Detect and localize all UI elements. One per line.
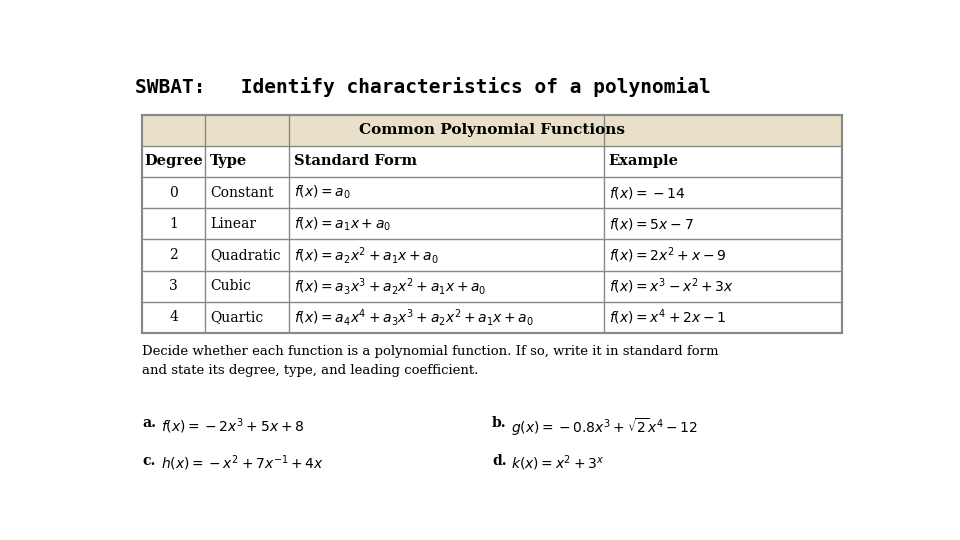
Text: $f(x) = a_0$: $f(x) = a_0$ bbox=[294, 184, 351, 201]
Text: 0: 0 bbox=[169, 186, 179, 200]
Text: $h(x) = -x^2 + 7x^{-1} + 4x$: $h(x) = -x^2 + 7x^{-1} + 4x$ bbox=[161, 454, 324, 473]
Text: Example: Example bbox=[609, 154, 679, 168]
Text: $f(x) = x^4 + 2x - 1$: $f(x) = x^4 + 2x - 1$ bbox=[609, 308, 726, 327]
Bar bbox=[142, 114, 842, 333]
Text: $k(x) = x^2 + 3^x$: $k(x) = x^2 + 3^x$ bbox=[511, 454, 604, 473]
Text: Degree: Degree bbox=[144, 154, 204, 168]
Text: $f(x) = a_1x + a_0$: $f(x) = a_1x + a_0$ bbox=[294, 215, 392, 233]
Text: $g(x) = -0.8x^3 + \sqrt{2}x^4 - 12$: $g(x) = -0.8x^3 + \sqrt{2}x^4 - 12$ bbox=[511, 416, 698, 438]
Text: Constant: Constant bbox=[210, 186, 274, 200]
Text: c.: c. bbox=[142, 454, 156, 468]
Text: Quadratic: Quadratic bbox=[210, 248, 280, 262]
Text: Common Polynomial Functions: Common Polynomial Functions bbox=[359, 123, 625, 137]
Text: $f(x) = 5x - 7$: $f(x) = 5x - 7$ bbox=[609, 216, 693, 232]
Bar bbox=[142, 114, 842, 146]
Text: $f(x) = a_3x^3 + a_2x^2 + a_1x + a_0$: $f(x) = a_3x^3 + a_2x^2 + a_1x + a_0$ bbox=[294, 276, 487, 296]
Text: Standard Form: Standard Form bbox=[294, 154, 417, 168]
Text: Linear: Linear bbox=[210, 217, 256, 231]
Text: Type: Type bbox=[210, 154, 248, 168]
Text: d.: d. bbox=[492, 454, 507, 468]
Text: $f(x) = a_4x^4 + a_3x^3 + a_2x^2 + a_1x + a_0$: $f(x) = a_4x^4 + a_3x^3 + a_2x^2 + a_1x … bbox=[294, 307, 534, 328]
Text: SWBAT:   Identify characteristics of a polynomial: SWBAT: Identify characteristics of a pol… bbox=[134, 77, 710, 97]
Text: $f(x) = -14$: $f(x) = -14$ bbox=[609, 185, 685, 201]
Text: $f(x) = -2x^3 + 5x + 8$: $f(x) = -2x^3 + 5x + 8$ bbox=[161, 416, 304, 436]
Text: b.: b. bbox=[492, 416, 507, 430]
Text: Cubic: Cubic bbox=[210, 279, 251, 293]
Text: Decide whether each function is a polynomial function. If so, write it in standa: Decide whether each function is a polyno… bbox=[142, 346, 719, 377]
Text: a.: a. bbox=[142, 416, 156, 430]
Text: 1: 1 bbox=[169, 217, 179, 231]
Text: 3: 3 bbox=[169, 279, 179, 293]
Text: $f(x) = 2x^2 + x - 9$: $f(x) = 2x^2 + x - 9$ bbox=[609, 245, 726, 265]
Text: Quartic: Quartic bbox=[210, 310, 263, 325]
Text: 2: 2 bbox=[169, 248, 179, 262]
Text: $f(x) = a_2x^2 + a_1x + a_0$: $f(x) = a_2x^2 + a_1x + a_0$ bbox=[294, 245, 439, 266]
Text: $f(x) = x^3 - x^2 + 3x$: $f(x) = x^3 - x^2 + 3x$ bbox=[609, 276, 733, 296]
Text: 4: 4 bbox=[169, 310, 179, 325]
